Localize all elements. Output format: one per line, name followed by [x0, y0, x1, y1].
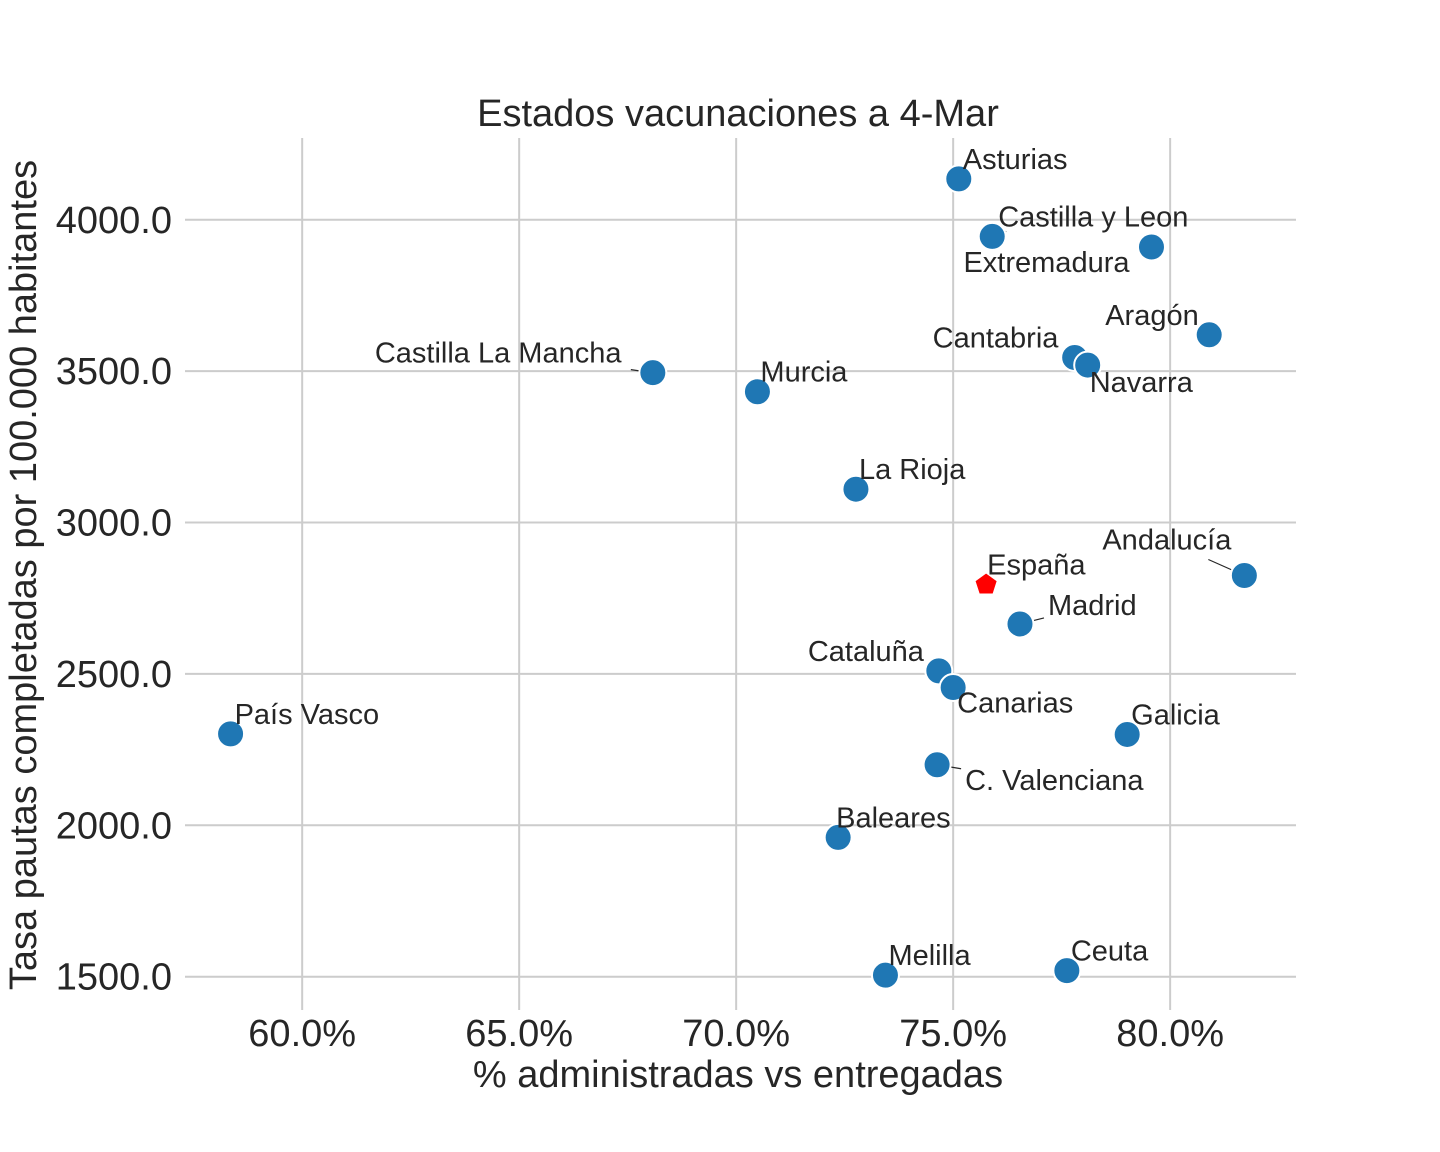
label-espana: España — [987, 550, 1086, 582]
x-tick-label: 70.0% — [682, 1013, 790, 1055]
label-castilla-y-leon: Castilla y Leon — [998, 201, 1188, 233]
point-asturias — [944, 164, 974, 194]
y-tick-label: 2500.0 — [56, 654, 172, 696]
label-aragon: Aragón — [1105, 300, 1199, 332]
point-c-valenciana — [922, 750, 952, 780]
x-axis-label: % administradas vs entregadas — [473, 1054, 1003, 1096]
x-tick-label: 65.0% — [465, 1013, 573, 1055]
label-cataluna: Cataluña — [808, 636, 925, 668]
label-navarra: Navarra — [1090, 367, 1194, 399]
label-la-rioja: La Rioja — [859, 454, 966, 486]
point-baleares — [823, 822, 853, 852]
y-tick-label: 3500.0 — [56, 351, 172, 393]
point-melilla — [870, 960, 900, 990]
point-madrid — [1005, 609, 1035, 639]
label-castilla-la-mancha: Castilla La Mancha — [375, 338, 622, 370]
label-andalucia: Andalucía — [1102, 525, 1232, 557]
y-tick-label: 1500.0 — [56, 957, 172, 999]
x-tick-label: 60.0% — [248, 1013, 356, 1055]
point-galicia — [1112, 719, 1142, 749]
point-pais-vasco — [216, 719, 246, 749]
data-points — [216, 164, 1259, 990]
label-pais-vasco: País Vasco — [235, 699, 380, 731]
point-aragon — [1194, 320, 1224, 350]
label-asturias: Asturias — [963, 144, 1068, 176]
point-castilla-la-mancha — [638, 358, 668, 388]
point-andalucia — [1229, 561, 1259, 591]
point-navarra — [1073, 350, 1103, 380]
point-espana — [973, 571, 999, 596]
y-tick-labels: 1500.0 2000.0 2500.0 3000.0 3500.0 4000.0 — [56, 200, 172, 999]
point-canarias — [938, 673, 968, 703]
point-murcia — [742, 377, 772, 407]
point-la-rioja — [841, 474, 871, 504]
x-tick-label: 75.0% — [899, 1013, 1007, 1055]
chart-title: Estados vacunaciones a 4-Mar — [477, 93, 999, 135]
label-extremadura: Extremadura — [963, 247, 1130, 279]
point-ceuta — [1052, 956, 1082, 986]
label-cantabria: Cantabria — [933, 323, 1060, 355]
label-ceuta: Ceuta — [1071, 936, 1149, 968]
label-murcia: Murcia — [760, 357, 848, 389]
label-canarias: Canarias — [957, 688, 1073, 720]
x-tick-labels: 60.0% 65.0% 70.0% 75.0% 80.0% — [248, 1013, 1224, 1055]
y-tick-label: 2000.0 — [56, 805, 172, 847]
point-labels: Asturias Castilla y Leon Extremadura Aragón… — [235, 144, 1233, 972]
label-galicia: Galicia — [1131, 699, 1221, 731]
grid-lines — [185, 138, 1296, 1010]
label-madrid: Madrid — [1048, 590, 1137, 622]
label-c-valenciana: C. Valenciana — [965, 765, 1144, 797]
label-baleares: Baleares — [836, 802, 950, 834]
label-melilla: Melilla — [888, 940, 971, 972]
point-extremadura — [1136, 232, 1166, 262]
y-tick-label: 3000.0 — [56, 503, 172, 545]
x-tick-label: 80.0% — [1116, 1013, 1224, 1055]
y-tick-label: 4000.0 — [56, 200, 172, 242]
point-castilla-y-leon — [977, 221, 1007, 251]
y-axis-label: Tasa pautas completadas por 100.000 habi… — [3, 160, 45, 990]
